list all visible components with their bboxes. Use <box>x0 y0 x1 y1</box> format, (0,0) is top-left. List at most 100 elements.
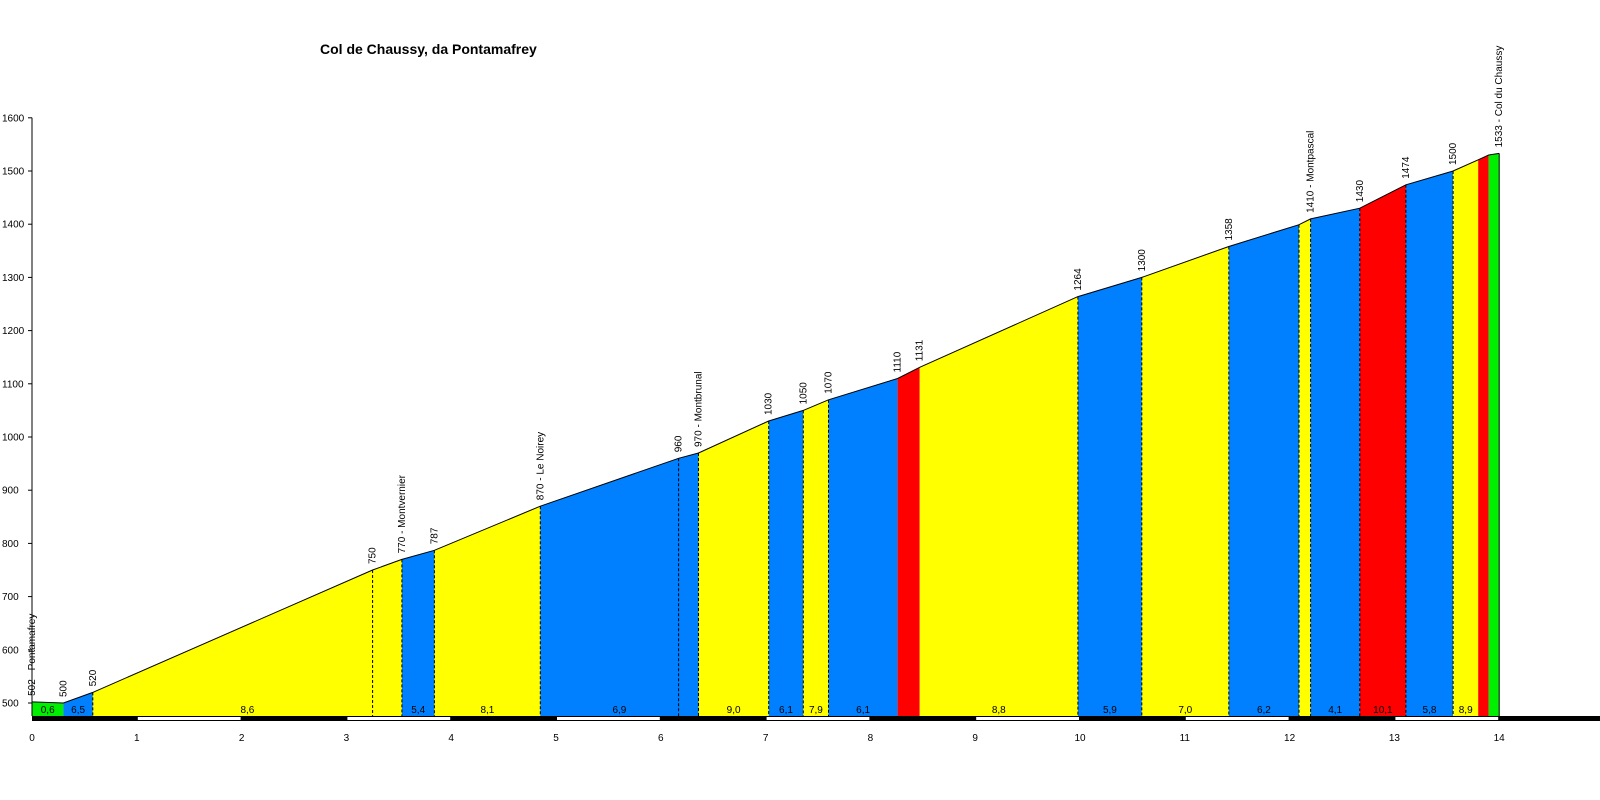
gradient-label: 7,9 <box>809 705 823 716</box>
gradient-segment <box>698 421 769 716</box>
elevation-labels: 502 - Pontamafrey 500 520 750 770 - Montvern… <box>27 46 1505 697</box>
y-tick-label: 800 <box>2 539 19 550</box>
gradient-label: 8,1 <box>480 705 494 716</box>
gradient-label: 6,2 <box>1257 705 1271 716</box>
gradient-labels: 0,6 6,5 8,6 5,4 8,1 6,9 9,0 6,1 7,9 6,1 8,8 5,9 7,0 6… <box>41 705 1473 716</box>
elevation-label: 970 - Montbrunal <box>694 371 705 447</box>
y-tick-label: 1400 <box>2 220 25 231</box>
gradient-segment <box>1488 153 1500 716</box>
x-tick-label: 10 <box>1074 733 1086 744</box>
x-tick-label: 5 <box>553 733 559 744</box>
elevation-label: 1131 <box>915 339 926 361</box>
gradient-label: 5,4 <box>411 705 425 716</box>
gradient-label: 10,1 <box>1373 705 1393 716</box>
gradient-segment <box>828 378 898 716</box>
gradient-label: 9,0 <box>727 705 741 716</box>
gradient-label: 8,8 <box>992 705 1006 716</box>
gradient-label: 6,9 <box>612 705 626 716</box>
y-tick-label: 1600 <box>2 113 25 124</box>
gradient-segment <box>1077 277 1142 716</box>
gradient-label: 6,1 <box>856 705 870 716</box>
elevation-label: 500 <box>58 680 69 697</box>
profile-outline-group <box>31 152 1500 716</box>
elevation-label: 1533 - Col du Chaussy <box>1494 46 1505 148</box>
x-tick-label: 6 <box>658 733 664 744</box>
elevation-label: 1050 <box>798 382 809 405</box>
x-tick-label: 4 <box>448 733 454 744</box>
gradient-segment <box>1299 218 1311 716</box>
gradient-label: 6,5 <box>71 705 85 716</box>
x-tick-label: 1 <box>134 733 140 744</box>
elevation-label: 1030 <box>764 392 775 415</box>
gradient-segment <box>1310 208 1360 716</box>
gradient-segment <box>32 701 64 716</box>
gradient-segment <box>1405 171 1454 716</box>
km-strip-block <box>347 717 451 720</box>
elevation-label: 520 <box>88 669 99 686</box>
y-tick-label: 1100 <box>2 379 24 390</box>
km-strip-block <box>1185 717 1289 720</box>
km-strip-block <box>137 717 241 720</box>
gradient-segment <box>1141 246 1229 716</box>
x-tick-label: 0 <box>29 733 35 744</box>
elevation-label: 1110 <box>893 351 904 372</box>
gradient-segment <box>540 453 699 716</box>
elevation-label: 1300 <box>1137 249 1148 272</box>
gradient-segment <box>768 410 804 716</box>
km-strip-block <box>766 717 870 720</box>
elevation-label: 750 <box>368 547 379 564</box>
elevation-label: 787 <box>429 527 440 544</box>
elevation-label: 502 - Pontamafrey <box>27 614 38 696</box>
elevation-label: 1070 <box>824 371 835 394</box>
gradient-segment <box>63 692 93 716</box>
y-tick-label: 1200 <box>2 326 25 337</box>
km-strip-block <box>976 717 1079 720</box>
gradient-label: 5,8 <box>1423 705 1437 716</box>
x-tick-label: 12 <box>1284 733 1296 744</box>
elevation-label: 1358 <box>1224 218 1235 241</box>
x-tick-label: 9 <box>972 733 978 744</box>
gradient-segment <box>919 296 1078 716</box>
segment-dividers <box>92 171 1454 716</box>
gradient-label: 7,0 <box>1178 705 1192 716</box>
elevation-label: 1430 <box>1355 180 1366 203</box>
x-axis: 0 1 2 3 4 5 6 7 8 9 10 11 12 13 14 <box>29 716 1600 744</box>
elevation-label: 960 <box>674 435 685 452</box>
elevation-label: 870 - Le Noirey <box>535 432 546 500</box>
gradient-label: 8,6 <box>240 705 254 716</box>
y-tick-label: 700 <box>2 592 19 603</box>
gradient-segment <box>897 367 920 716</box>
elevation-label: 1264 <box>1073 268 1084 291</box>
elevation-label: 1474 <box>1401 156 1412 179</box>
x-tick-label: 7 <box>763 733 769 744</box>
elevation-label: 1500 <box>1448 142 1459 165</box>
x-tick-label: 13 <box>1389 733 1401 744</box>
x-tick-label: 14 <box>1494 733 1506 744</box>
gradient-label: 0,6 <box>41 705 55 716</box>
gradient-segment <box>1228 224 1299 716</box>
gradient-segment <box>1453 159 1479 717</box>
gradient-label: 6,1 <box>779 705 793 716</box>
y-tick-label: 1000 <box>2 433 25 444</box>
y-tick-label: 900 <box>2 486 19 497</box>
gradient-segment <box>1359 184 1406 717</box>
gradient-label: 4,1 <box>1328 705 1342 716</box>
gradient-segment <box>434 506 541 716</box>
elevation-label: 770 - Montvernier <box>397 474 408 553</box>
x-tick-label: 2 <box>239 733 245 744</box>
y-tick-label: 1300 <box>2 273 25 284</box>
chart-title: Col de Chaussy, da Pontamafrey <box>320 41 537 57</box>
gradient-segment <box>92 559 402 716</box>
gradient-segments <box>32 153 1500 717</box>
y-tick-label: 1500 <box>2 167 25 178</box>
km-strip-block <box>557 717 660 720</box>
gradient-label: 5,9 <box>1103 705 1117 716</box>
y-axis: 500 600 700 800 900 1000 1100 1200 1300 1400 1500 1… <box>2 113 33 716</box>
gradient-segment <box>401 550 435 716</box>
gradient-segment <box>1478 155 1489 716</box>
x-tick-label: 11 <box>1180 733 1191 744</box>
gradient-label: 8,9 <box>1459 705 1473 716</box>
elevation-label: 1410 - Montpascal <box>1306 131 1317 213</box>
